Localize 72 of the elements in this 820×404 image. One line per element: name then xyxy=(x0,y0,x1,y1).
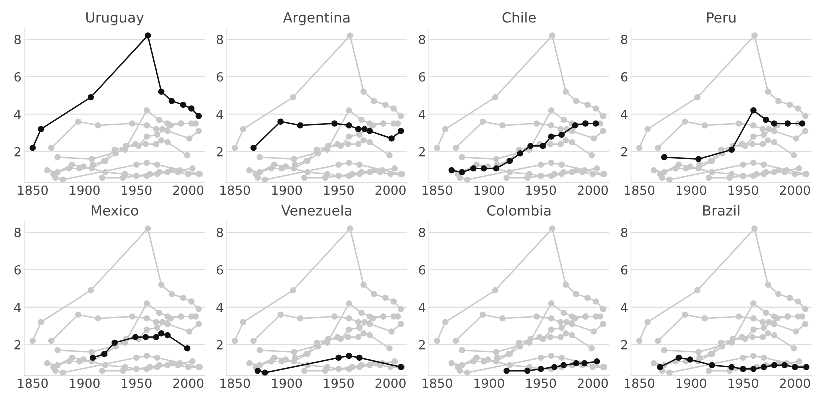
x-tick-label: 1950 xyxy=(728,186,758,196)
y-tick-label: 4 xyxy=(14,303,22,312)
y-tick-label: 8 xyxy=(621,228,628,238)
y-tick-label: 8 xyxy=(419,228,426,238)
chart-title: Uruguay xyxy=(86,12,144,26)
x-tick-label: 1850 xyxy=(422,186,452,196)
x-tick-label: 2000 xyxy=(780,186,810,196)
y-tick-label: 2 xyxy=(621,147,628,157)
x-tick-label: 1950 xyxy=(526,186,556,196)
x-tick-label: 2000 xyxy=(174,186,204,196)
y-tick-label: 2 xyxy=(217,147,223,157)
x-tick-label: 1850 xyxy=(625,378,655,388)
x-tick-label: 1950 xyxy=(728,378,758,388)
x-tick-label: 2000 xyxy=(780,378,810,388)
y-tick-label: 2 xyxy=(14,340,21,350)
y-tick-label: 8 xyxy=(216,34,224,44)
y-tick-label: 6 xyxy=(419,265,426,275)
x-tick-label: 1950 xyxy=(122,378,152,388)
x-tick-label: 1900 xyxy=(70,378,100,388)
y-tick-label: 6 xyxy=(14,265,22,275)
x-tick-label: 1900 xyxy=(474,186,504,196)
x-tick-label: 1850 xyxy=(625,186,655,196)
x-tick-label: 2000 xyxy=(376,378,406,388)
x-tick-label: 1950 xyxy=(526,378,556,388)
x-tick-label: 1850 xyxy=(18,378,48,388)
x-tick-label: 1900 xyxy=(272,186,302,196)
y-tick-label: 6 xyxy=(621,72,628,82)
chart-title: Argentina xyxy=(283,12,350,26)
y-tick-label: 4 xyxy=(418,303,426,312)
y-tick-label: 2 xyxy=(14,147,21,157)
y-tick-label: 6 xyxy=(216,265,224,275)
y-tick-label: 8 xyxy=(621,34,628,44)
y-tick-label: 4 xyxy=(14,110,22,120)
y-tick-label: 2 xyxy=(217,340,223,350)
x-tick-label: 1900 xyxy=(272,378,302,388)
x-tick-label: 1900 xyxy=(70,186,100,196)
x-tick-label: 1900 xyxy=(474,378,504,388)
x-tick-label: 2000 xyxy=(376,186,406,196)
y-tick-label: 2 xyxy=(419,147,426,157)
x-tick-label: 1950 xyxy=(324,186,354,196)
y-tick-label: 8 xyxy=(14,228,21,238)
y-tick-label: 8 xyxy=(419,34,426,44)
y-tick-label: 6 xyxy=(216,72,224,82)
x-tick-label: 1950 xyxy=(122,186,152,196)
x-tick-label: 2000 xyxy=(578,378,608,388)
y-tick-label: 2 xyxy=(621,340,628,350)
y-tick-label: 8 xyxy=(216,228,224,238)
chart-title: Venezuela xyxy=(282,205,352,216)
x-tick-label: 1850 xyxy=(18,186,48,196)
x-tick-label: 1850 xyxy=(220,186,250,196)
y-tick-label: 2 xyxy=(419,340,426,350)
x-tick-label: 1900 xyxy=(676,186,707,196)
y-tick-label: 4 xyxy=(418,110,426,120)
y-tick-label: 4 xyxy=(621,110,628,120)
x-tick-label: 1900 xyxy=(676,378,707,388)
y-tick-label: 6 xyxy=(14,72,22,82)
y-tick-label: 4 xyxy=(621,303,628,312)
x-tick-label: 1850 xyxy=(422,378,452,388)
x-tick-label: 1850 xyxy=(220,378,250,388)
x-tick-label: 1950 xyxy=(324,378,354,388)
chart-title: Chile xyxy=(502,12,536,23)
chart-title: Colombia xyxy=(487,205,551,216)
y-tick-label: 6 xyxy=(621,265,628,275)
y-tick-label: 4 xyxy=(216,303,224,312)
y-tick-label: 4 xyxy=(216,110,224,120)
chart-title: Brazil xyxy=(704,205,740,216)
y-tick-label: 6 xyxy=(419,72,426,82)
x-tick-label: 2000 xyxy=(578,186,608,196)
x-tick-label: 2000 xyxy=(174,378,204,388)
y-tick-label: 8 xyxy=(14,34,21,44)
chart-title: Peru xyxy=(707,12,736,23)
chart-title: Mexico xyxy=(92,205,138,216)
